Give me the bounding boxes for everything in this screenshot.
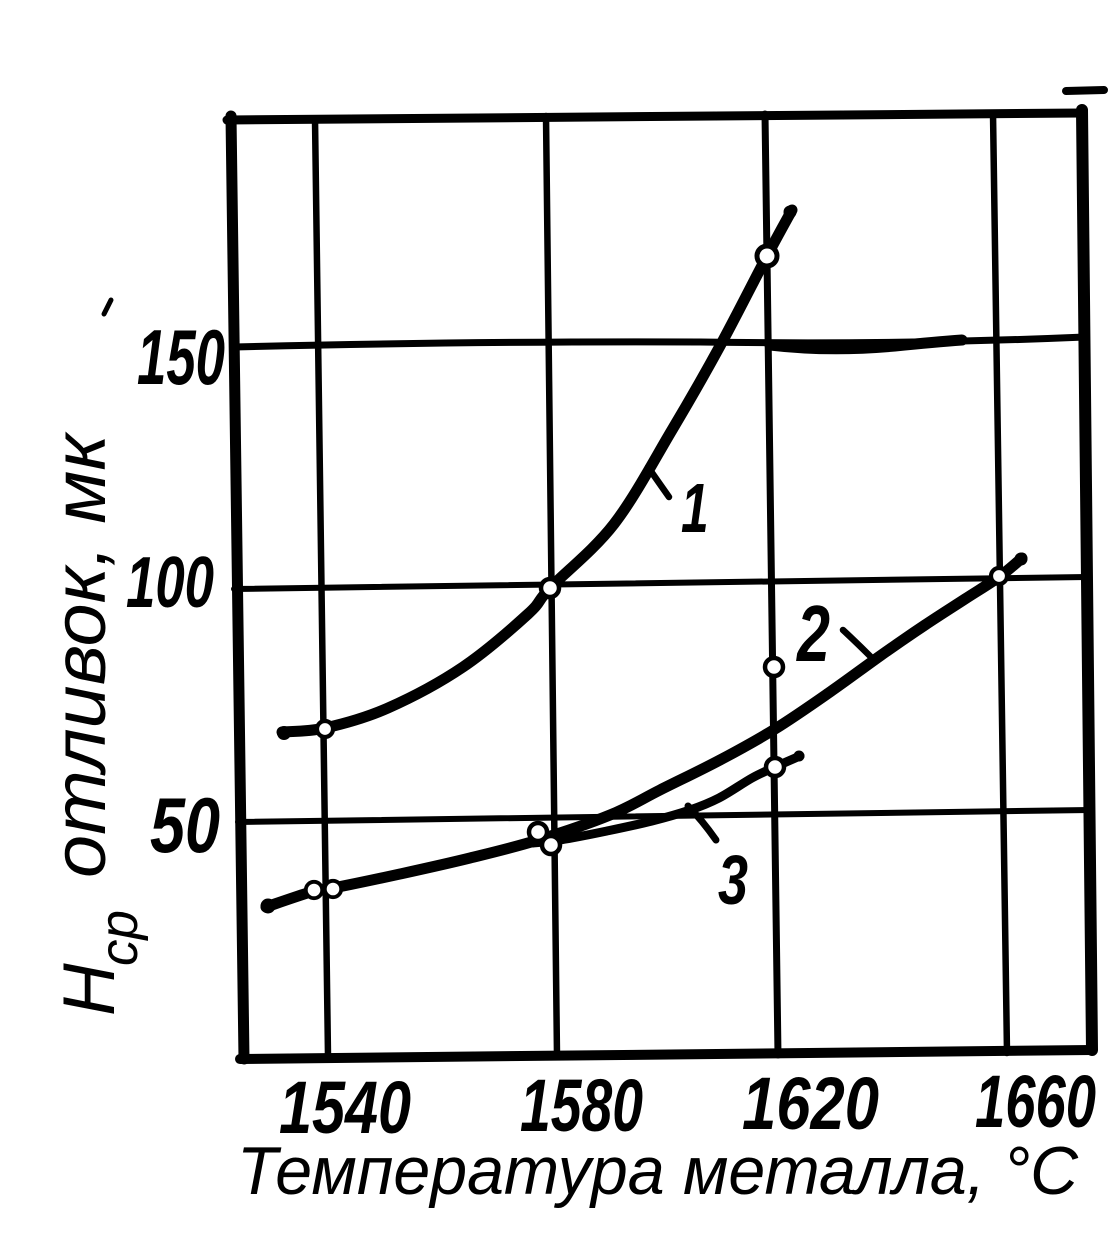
svg-text:150: 150 xyxy=(137,313,225,401)
svg-text:1580: 1580 xyxy=(520,1064,643,1147)
svg-text:1620: 1620 xyxy=(742,1062,879,1145)
svg-text:1540: 1540 xyxy=(279,1066,411,1149)
svg-text:отливок, мк: отливок, мк xyxy=(38,431,121,878)
svg-text:1: 1 xyxy=(681,469,709,547)
svg-text:3: 3 xyxy=(718,841,748,919)
svg-text:Н: Н xyxy=(49,963,130,1016)
svg-text:Температура металла, °С: Температура металла, °С xyxy=(237,1133,1079,1209)
svg-text:50: 50 xyxy=(150,781,220,869)
svg-text:ср: ср xyxy=(89,910,149,966)
svg-text:100: 100 xyxy=(126,543,214,623)
svg-text:2: 2 xyxy=(796,589,830,678)
svg-text:1660: 1660 xyxy=(975,1060,1096,1143)
